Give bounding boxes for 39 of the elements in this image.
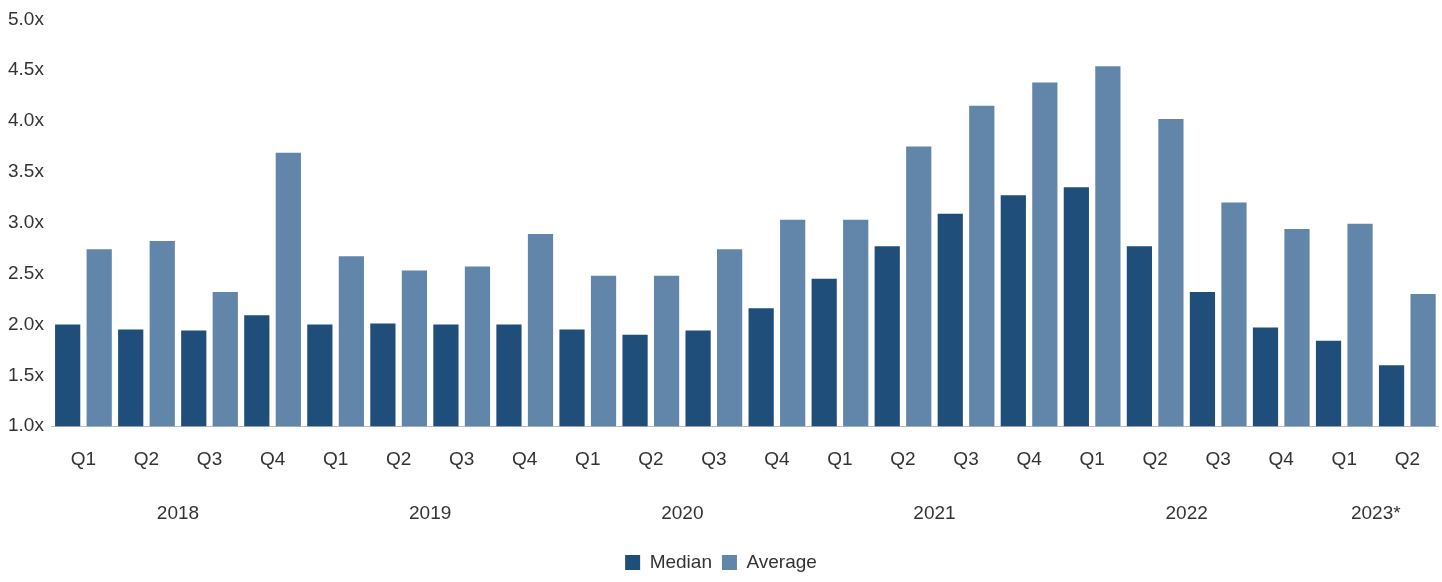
text: 2022	[1165, 502, 1208, 524]
x-tick-label: Q1	[575, 447, 601, 469]
text: 2019	[409, 502, 452, 524]
text: 2020	[661, 502, 704, 524]
y-tick-label: 4.5x	[7, 58, 45, 80]
x-tick-label: Q2	[133, 447, 160, 469]
legend-label: Average	[746, 550, 817, 572]
y-tick-label: 3.5x	[7, 160, 45, 182]
x-tick-label: Q4	[764, 447, 790, 469]
x-tick-label: Q4	[1268, 447, 1295, 469]
text: 2018	[156, 502, 200, 524]
text: 2023*	[1350, 502, 1402, 524]
x-tick-label: Q3	[449, 447, 475, 469]
x-tick-label: Q1	[827, 447, 853, 469]
x-tick-label: Q1	[70, 447, 97, 469]
x-tick-label: Q4	[259, 447, 286, 469]
x-tick-label: Q3	[953, 447, 979, 469]
y-tick-label: 2.0x	[7, 312, 45, 334]
x-tick-label: Q1	[1079, 447, 1105, 469]
y-tick-label: 5.0x	[7, 7, 45, 29]
y-tick-label: 1.0x	[7, 414, 45, 436]
x-tick-label: Q3	[196, 447, 223, 469]
x-tick-label: Q2	[1394, 447, 1421, 469]
x-tick-label: Q1	[1331, 447, 1357, 469]
x-tick-label: Q4	[512, 447, 538, 469]
x-tick-label: Q3	[1205, 447, 1231, 469]
x-tick-label: Q2	[385, 447, 412, 469]
y-tick-label: 4.0x	[7, 109, 45, 131]
y-tick-label: 2.5x	[7, 261, 45, 283]
x-tick-label: Q2	[638, 447, 664, 469]
x-tick-label: Q1	[322, 447, 349, 469]
x-tick-label: Q3	[701, 447, 727, 469]
text: 2021	[913, 502, 956, 524]
x-tick-label: Q4	[1016, 447, 1043, 469]
y-tick-label: 3.0x	[7, 211, 45, 233]
x-tick-label: Q2	[890, 447, 916, 469]
y-tick-label: 1.5x	[7, 363, 45, 385]
legend-label: Median	[649, 550, 712, 572]
x-tick-label: Q2	[1142, 447, 1168, 469]
